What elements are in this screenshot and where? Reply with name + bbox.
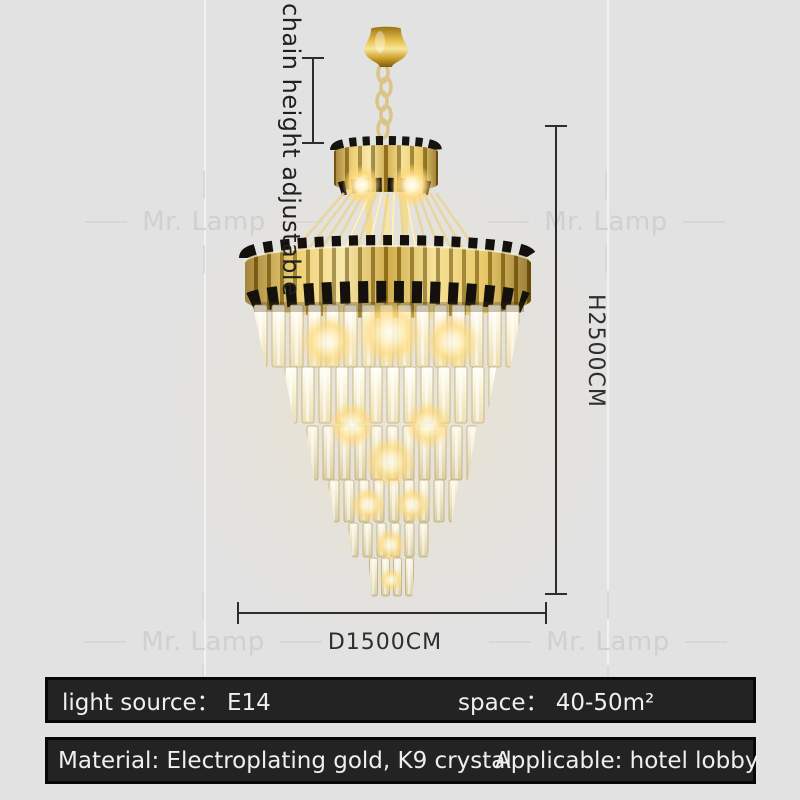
watermark-text: Mr. Lamp	[142, 207, 266, 237]
diameter-dimension-line	[237, 602, 547, 624]
watermark-dash	[487, 221, 530, 223]
watermark-dash	[85, 221, 128, 223]
material-text: Material: Electroplating gold, K9 crysta…	[58, 747, 512, 774]
watermark: Mr. Lamp	[83, 591, 323, 693]
chain-height-dimension-line	[302, 57, 324, 144]
dimension-cap	[545, 602, 547, 624]
dimension-line	[555, 125, 557, 595]
applicable-text: Applicable: hotel lobby	[495, 747, 759, 774]
light-source-text: light source： E14	[62, 690, 271, 716]
watermark-text: Mr. Lamp	[546, 627, 670, 657]
dimension-cap	[545, 593, 567, 595]
watermark-dash	[84, 641, 127, 643]
diameter-label: D1500CM	[327, 630, 443, 655]
height-dimension-line	[545, 125, 567, 595]
height-label: H2500CM	[583, 294, 608, 408]
dimension-cap	[302, 142, 324, 144]
watermark-dash	[682, 221, 725, 223]
watermark: Mr. Lamp	[488, 591, 728, 693]
dimension-line	[237, 612, 547, 614]
spec-bar-material: Material: Electroplating gold, K9 crysta…	[45, 737, 759, 784]
watermark-dash	[684, 641, 727, 643]
background-seam-line	[204, 0, 206, 676]
dimension-line	[312, 57, 314, 144]
spec-bar-light-source: light source： E14 space： 40-50m²	[45, 677, 756, 723]
chain-height-note: chain height adjustable	[277, 3, 305, 297]
space-text: space： 40-50m²	[458, 690, 655, 716]
watermark: Mr. Lamp	[486, 171, 726, 273]
watermark-dash	[489, 641, 532, 643]
watermark-text: Mr. Lamp	[141, 627, 265, 657]
